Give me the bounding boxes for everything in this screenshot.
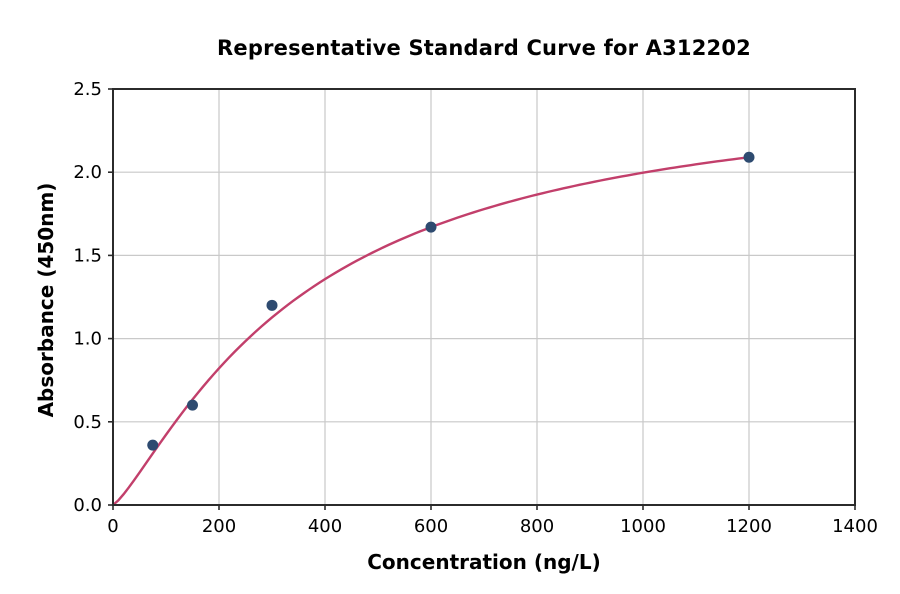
- y-tick-label: 1.0: [73, 329, 102, 350]
- x-tick-label: 400: [308, 516, 342, 537]
- x-tick-label: 1400: [832, 516, 878, 537]
- x-tick-label: 1200: [726, 516, 772, 537]
- plot-frame: [112, 88, 856, 506]
- x-tick-label: 800: [520, 516, 554, 537]
- data-point: [266, 299, 278, 311]
- x-tick-label: 200: [202, 516, 236, 537]
- y-tick-label: 2.0: [73, 162, 102, 183]
- data-point: [147, 439, 159, 451]
- data-point: [743, 151, 755, 163]
- y-tick-label: 0.0: [73, 495, 102, 516]
- x-tick-label: 0: [107, 516, 118, 537]
- y-tick-label: 0.5: [73, 412, 102, 433]
- x-tick-label: 600: [414, 516, 448, 537]
- chart-title: Representative Standard Curve for A31220…: [217, 36, 751, 60]
- y-tick-label: 2.5: [73, 79, 102, 100]
- x-tick-label: 1000: [620, 516, 666, 537]
- y-axis-label: Absorbance (450nm): [34, 182, 58, 418]
- y-tick-label: 1.5: [73, 245, 102, 266]
- data-point: [187, 399, 198, 411]
- data-point: [425, 221, 437, 233]
- x-axis-label: Concentration (ng/L): [367, 550, 601, 574]
